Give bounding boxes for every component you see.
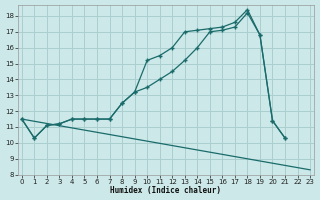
X-axis label: Humidex (Indice chaleur): Humidex (Indice chaleur)	[110, 186, 221, 195]
